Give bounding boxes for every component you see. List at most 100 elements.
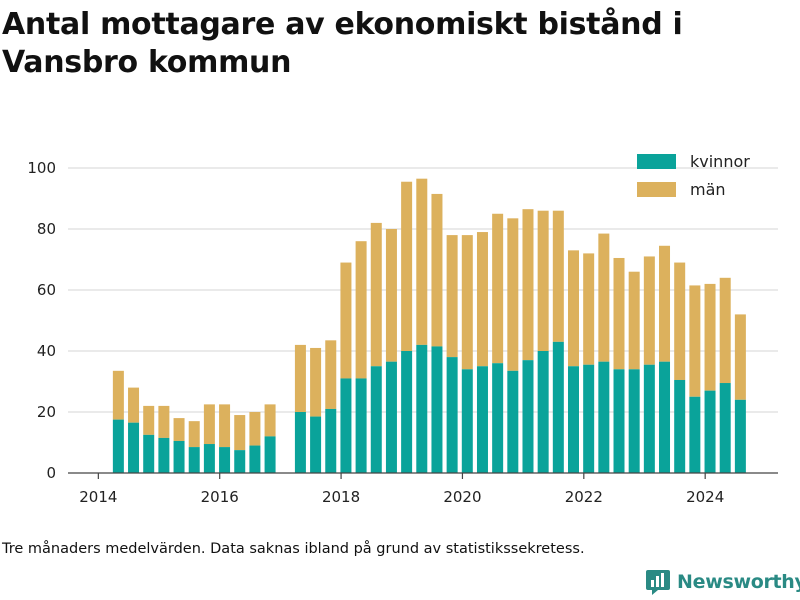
- bar-kvinnor: [431, 346, 443, 473]
- bar-man: [188, 421, 200, 448]
- legend-swatch-kvinnor: [637, 154, 676, 169]
- y-tick-label: 20: [37, 403, 56, 421]
- chart-title: Antal mottagare av ekonomiskt bistånd i …: [2, 7, 683, 80]
- bar-kvinnor: [249, 445, 261, 473]
- bar-man: [659, 245, 671, 362]
- bar-kvinnor: [355, 378, 367, 473]
- bar-man: [689, 285, 701, 397]
- bar-kvinnor: [719, 383, 731, 473]
- newsworthy-icon: [646, 570, 670, 595]
- bar-man: [628, 271, 640, 370]
- bar-kvinnor: [461, 369, 473, 473]
- bar-man: [446, 235, 458, 358]
- y-tick-label: 80: [37, 220, 56, 238]
- bar-man: [704, 283, 716, 391]
- bar-kvinnor: [598, 361, 610, 473]
- bar-man: [249, 412, 261, 446]
- bar-man: [294, 344, 306, 412]
- y-tick-label: 60: [37, 281, 56, 299]
- y-tick-label: 100: [27, 159, 56, 177]
- bar-kvinnor: [659, 361, 671, 473]
- bar-man: [522, 209, 534, 361]
- y-tick-label: 0: [46, 464, 56, 482]
- bar-man: [461, 235, 473, 370]
- bar-kvinnor: [476, 366, 488, 473]
- bar-kvinnor: [537, 351, 549, 473]
- x-tick-label: 2018: [322, 488, 360, 506]
- bar-kvinnor: [628, 369, 640, 473]
- bar-man: [613, 257, 625, 370]
- bar-kvinnor: [128, 422, 140, 473]
- bar-kvinnor: [416, 344, 428, 473]
- bar-kvinnor: [294, 412, 306, 473]
- bar-man: [219, 404, 231, 448]
- bar-man: [416, 178, 428, 345]
- bar-kvinnor: [643, 364, 655, 473]
- bar-man: [143, 405, 155, 435]
- legend: kvinnor män: [637, 152, 750, 199]
- bar-kvinnor: [325, 408, 337, 473]
- legend-label: kvinnor: [690, 152, 750, 171]
- bar-kvinnor: [203, 444, 215, 473]
- bar-kvinnor: [310, 416, 322, 473]
- footnote: Tre månaders medelvärden. Data saknas ib…: [2, 541, 585, 557]
- bar-kvinnor: [340, 378, 352, 473]
- bar-kvinnor: [385, 361, 397, 473]
- bar-man: [310, 347, 322, 417]
- bar-kvinnor: [370, 366, 382, 473]
- bar-man: [552, 210, 564, 342]
- bar-man: [492, 213, 504, 364]
- bar-kvinnor: [522, 360, 534, 473]
- bar-man: [370, 222, 382, 367]
- bar-man: [264, 404, 276, 437]
- bar-kvinnor: [507, 370, 519, 473]
- bar-kvinnor: [704, 390, 716, 473]
- bar-kvinnor: [158, 437, 170, 473]
- bar-man: [734, 314, 746, 400]
- bar-man: [643, 256, 655, 365]
- bar-kvinnor: [674, 379, 686, 473]
- newsworthy-logo: Newsworthy: [645, 568, 800, 596]
- bar-man: [567, 250, 579, 367]
- bar-man: [598, 233, 610, 362]
- bar-kvinnor: [112, 419, 124, 473]
- bar-kvinnor: [734, 399, 746, 473]
- bar-kvinnor: [219, 447, 231, 473]
- bar-man: [234, 415, 246, 451]
- bar-man: [203, 404, 215, 445]
- y-tick-label: 40: [37, 342, 56, 360]
- bar-man: [173, 418, 185, 441]
- bar-man: [507, 218, 519, 371]
- bar-man: [128, 387, 140, 423]
- bar-kvinnor: [264, 436, 276, 473]
- bar-kvinnor: [234, 450, 246, 473]
- x-tick-label: 2024: [686, 488, 724, 506]
- bar-man: [112, 370, 124, 420]
- bar-kvinnor: [446, 357, 458, 473]
- bar-man: [325, 340, 337, 409]
- x-tick-label: 2020: [443, 488, 481, 506]
- x-tick-label: 2014: [79, 488, 117, 506]
- bar-kvinnor: [613, 369, 625, 473]
- legend-swatch-man: [637, 182, 676, 197]
- legend-label: män: [690, 180, 726, 199]
- bar-kvinnor: [143, 434, 155, 473]
- bar-man: [719, 277, 731, 384]
- bar-kvinnor: [567, 366, 579, 473]
- bar-man: [674, 262, 686, 380]
- bar-kvinnor: [689, 396, 701, 473]
- axes: 0 20 40 60 80 100 2014 2016 2018 2020 2022 2024: [27, 159, 778, 506]
- bars: [112, 178, 746, 473]
- bar-man: [340, 262, 352, 379]
- bar-man: [476, 232, 488, 367]
- bar-kvinnor: [552, 341, 564, 473]
- bar-kvinnor: [188, 447, 200, 473]
- bar-man: [385, 229, 397, 362]
- bar-man: [158, 405, 170, 438]
- bar-man: [431, 193, 443, 347]
- x-tick-label: 2016: [201, 488, 239, 506]
- bar-man: [355, 241, 367, 379]
- bar-kvinnor: [173, 440, 185, 473]
- bar-man: [583, 253, 595, 365]
